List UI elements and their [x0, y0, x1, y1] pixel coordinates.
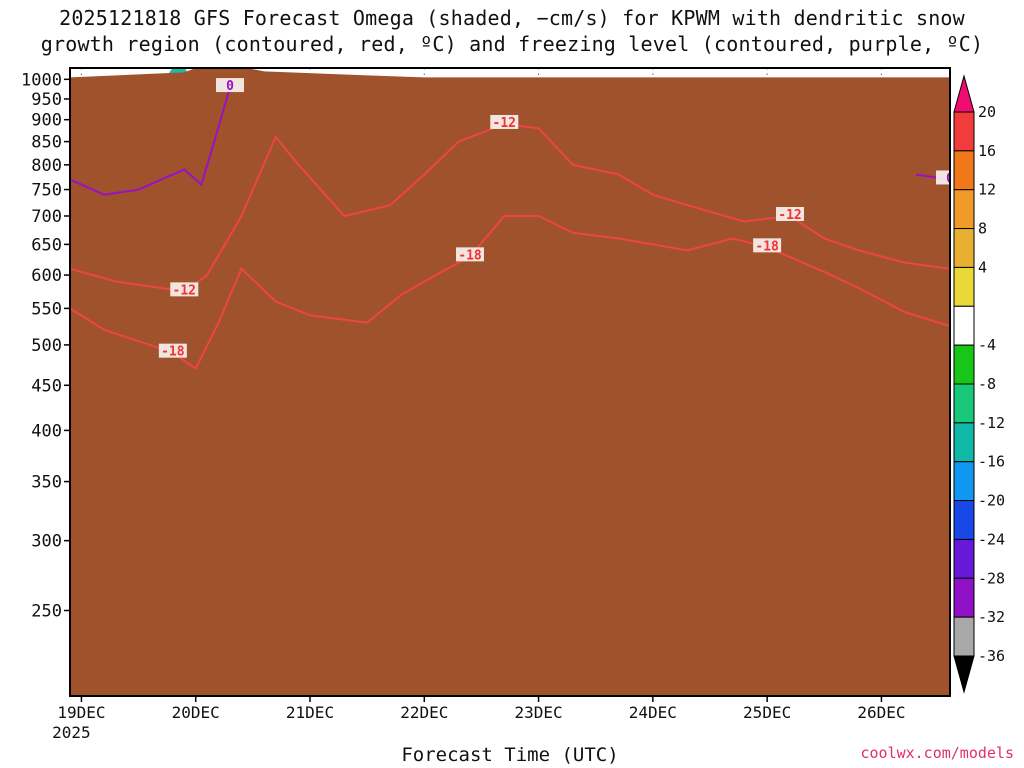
colorbar-top-arrow	[953, 74, 975, 113]
colorbar-bin	[953, 150, 975, 191]
dgz-contour-label-bg	[158, 343, 187, 358]
colorbar-bin	[953, 266, 975, 307]
colorbar-bin	[953, 305, 975, 346]
dgz-contour-label-bg	[753, 238, 782, 253]
chart-title-line-1: 2025121818 GFS Forecast Omega (shaded, −…	[59, 6, 965, 30]
dgz-contour-label: -18	[755, 239, 779, 254]
colorbar-bin	[953, 344, 975, 385]
colorbar-label: -8	[978, 375, 996, 393]
y-tick-label: 800	[31, 156, 62, 176]
y-tick-label: 600	[31, 266, 62, 286]
terrain-surface	[70, 68, 950, 696]
x-tick-label: 21DEC	[286, 703, 334, 722]
chart-title-line-2: growth region (contoured, red, ºC) and f…	[40, 32, 984, 56]
colorbar-label: -32	[978, 608, 1005, 626]
colorbar-label: -20	[978, 492, 1005, 510]
x-tick-label: 19DEC	[57, 703, 105, 722]
freezing-level-label: 0	[946, 171, 954, 186]
dgz-contour-label: -18	[458, 248, 482, 263]
y-tick-label: 250	[31, 602, 62, 622]
y-tick-label: 850	[31, 133, 62, 153]
colorbar-bin	[953, 189, 975, 230]
freezing-level-contour-line	[70, 86, 231, 196]
x-year-label: 2025	[52, 723, 91, 742]
y-tick-label: 450	[31, 376, 62, 396]
y-axis: 2503003504004505005506006507007508008509…	[21, 70, 70, 622]
colorbar: 20 16 12 8 4 -4 -8 -12 -16 -20 -24 -28 -32 -36	[953, 74, 1005, 694]
dgz-contour-label: -12	[778, 208, 801, 223]
dgz-contour-label-bg	[170, 282, 199, 297]
colorbar-label: -16	[978, 453, 1005, 471]
colorbar-bin	[953, 500, 975, 540]
colorbar-bin	[953, 228, 975, 268]
colorbar-label: -28	[978, 569, 1005, 587]
y-tick-label: 700	[31, 207, 62, 227]
y-tick-label: 750	[31, 181, 62, 201]
freezing-level-label-bg	[936, 170, 950, 185]
y-tick-label: 550	[31, 299, 62, 319]
colorbar-label: 8	[978, 220, 987, 238]
colorbar-label: -24	[978, 530, 1005, 548]
colorbar-label: 4	[978, 258, 987, 276]
terrain-layer	[70, 68, 950, 696]
dgz-contour-label-bg	[776, 206, 804, 221]
dgz-contour-label: -12	[173, 283, 196, 298]
y-tick-label: 950	[31, 90, 62, 110]
y-tick-label: 400	[31, 421, 62, 441]
plot-frame	[69, 67, 951, 697]
dgz-contour-label: -18	[161, 345, 185, 360]
y-tick-label: 900	[31, 111, 62, 131]
x-tick-label: 26DEC	[857, 703, 905, 722]
colorbar-bin	[953, 577, 975, 618]
x-tick-label: 20DEC	[172, 703, 220, 722]
x-axis-title: Forecast Time (UTC)	[401, 744, 619, 766]
colorbar-label: 16	[978, 142, 996, 160]
colorbar-bin	[953, 616, 975, 657]
colorbar-bin	[953, 111, 975, 152]
dgz-contour-label: -12	[493, 116, 516, 131]
colorbar-label: 12	[978, 181, 996, 199]
x-tick-label: 22DEC	[400, 703, 448, 722]
colorbar-label: -4	[978, 336, 996, 354]
x-tick-label: 23DEC	[514, 703, 562, 722]
y-tick-label: 1000	[21, 70, 62, 90]
y-tick-label: 500	[31, 336, 62, 356]
credit-text: coolwx.com/models	[860, 744, 1014, 762]
freezing-level-label-bg	[216, 78, 244, 93]
y-tick-label: 350	[31, 473, 62, 493]
dgz-contour-label-bg	[456, 247, 484, 262]
y-tick-label: 300	[31, 532, 62, 552]
colorbar-label: -12	[978, 414, 1005, 432]
contour-layer: -18 -18 -18 -12 -12 -12 0 0	[70, 78, 954, 371]
colorbar-label: -36	[978, 647, 1005, 665]
colorbar-bin	[953, 383, 975, 424]
colorbar-bin	[953, 461, 975, 502]
colorbar-bin	[953, 538, 975, 579]
dgz-contour-label-bg	[490, 114, 519, 129]
colorbar-bin	[953, 422, 975, 463]
colorbar-label: 20	[978, 103, 996, 121]
x-axis: 19DEC 20DEC 21DEC 22DEC 23DEC 24DEC 25DEC 26DEC…	[52, 696, 906, 742]
freezing-level-label: 0	[226, 79, 234, 94]
x-tick-label: 24DEC	[629, 703, 677, 722]
colorbar-bottom-arrow	[953, 655, 975, 694]
x-tick-label: 25DEC	[743, 703, 791, 722]
y-tick-label: 650	[31, 235, 62, 255]
